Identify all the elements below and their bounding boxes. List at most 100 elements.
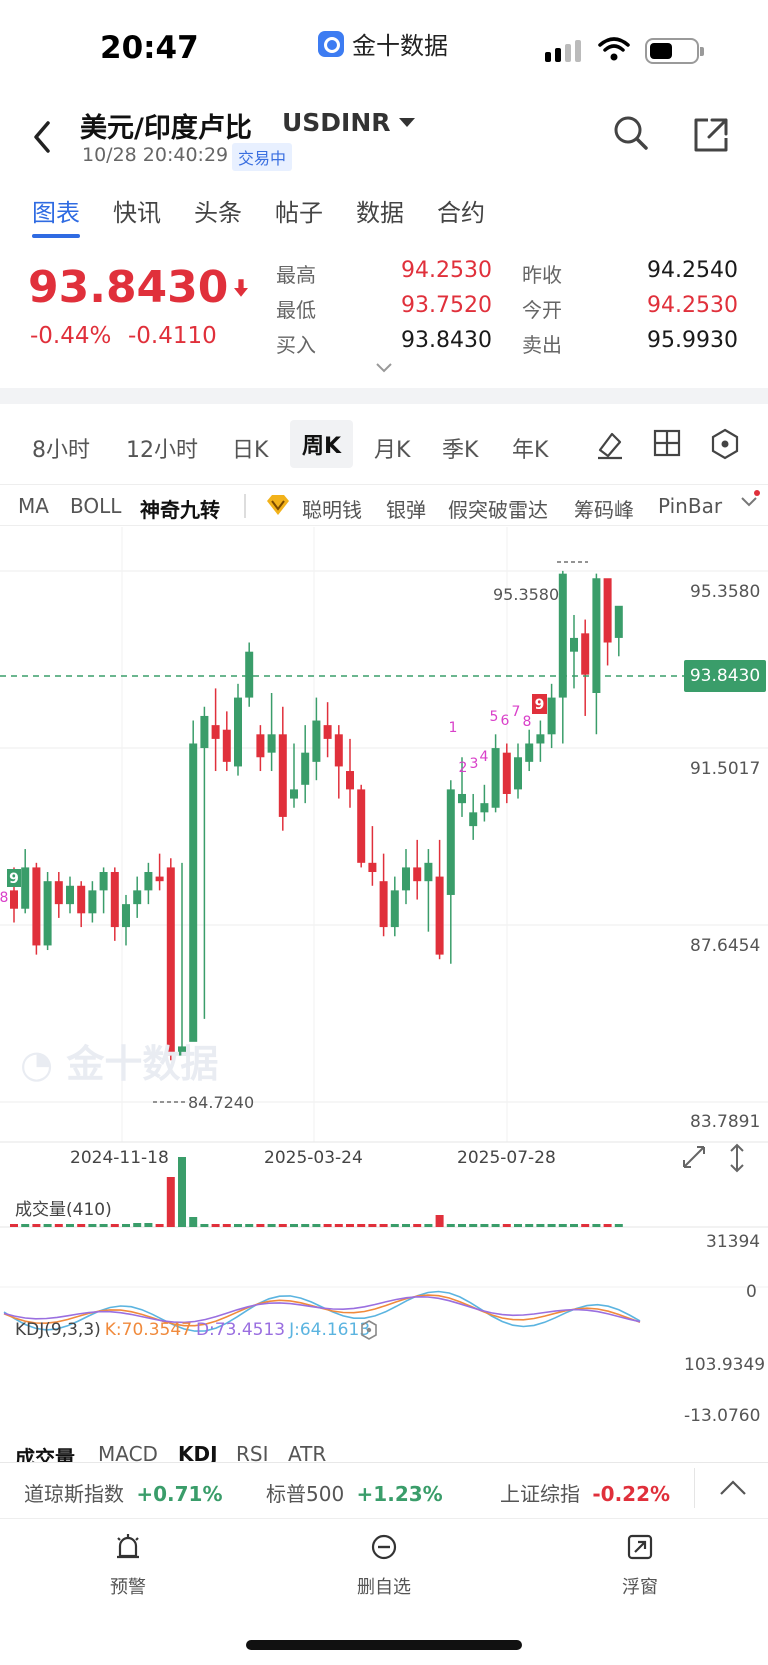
period-yearly[interactable]: 年K (512, 438, 549, 463)
candle-body (480, 803, 489, 813)
fullscreen-icon[interactable] (680, 1143, 708, 1171)
period-8h[interactable]: 8小时 (32, 438, 90, 463)
candle-body (88, 890, 97, 914)
ticker-shanghai[interactable]: 上证综指 -0.22% (500, 1478, 670, 1507)
draw-tool-icon[interactable] (594, 428, 626, 460)
bid-label: 买入 (276, 333, 316, 357)
home-indicator (246, 1640, 522, 1650)
volume-bar (547, 1224, 556, 1227)
volume-bar (458, 1224, 466, 1227)
candle-body (312, 720, 321, 762)
volume-bar (379, 1224, 388, 1227)
float-window-icon (627, 1534, 653, 1560)
tab-flash[interactable]: 快讯 (113, 199, 161, 227)
kdj-settings-icon[interactable] (360, 1320, 378, 1340)
volume-bar (43, 1224, 52, 1227)
layout-grid-icon[interactable] (652, 428, 682, 458)
kdj-legend: KDJ(9,3,3) K:70.3547 D:73.4513 J:64.1613 (15, 1320, 370, 1340)
nav-alert[interactable]: 预警 (68, 1532, 188, 1599)
candle-body (502, 752, 511, 794)
indicator-bar (0, 484, 768, 526)
candle-body (603, 578, 612, 643)
volume-bar (267, 1224, 276, 1227)
open-label: 今开 (522, 298, 562, 322)
indicator-pinbar[interactable]: PinBar (658, 494, 723, 518)
back-arrow-icon[interactable] (28, 117, 58, 157)
tab-contract[interactable]: 合约 (437, 199, 485, 227)
ticker-dow[interactable]: 道琼斯指数 +0.71% (24, 1478, 223, 1507)
settings-hex-icon[interactable] (710, 428, 740, 460)
change-percent: -0.44% (30, 323, 112, 349)
td-count-label: 8 (0, 890, 8, 906)
volume-bar (558, 1224, 567, 1227)
prev-close-label: 昨收 (522, 263, 562, 287)
remove-watchlist-icon (371, 1534, 397, 1560)
candle-body (155, 876, 164, 882)
indicator-smart-money[interactable]: 聪明钱 (302, 498, 362, 522)
index-ticker-bar[interactable] (0, 1462, 768, 1518)
search-icon[interactable] (612, 114, 650, 152)
candle-body (43, 881, 52, 946)
td-count-label: 6 (501, 713, 510, 729)
period-weekly[interactable]: 周K (290, 420, 354, 468)
period-12h[interactable]: 12小时 (126, 438, 198, 463)
share-icon[interactable] (692, 116, 730, 154)
candle-body (525, 743, 534, 762)
volume-bar (346, 1224, 354, 1227)
volume-bar (166, 1177, 175, 1227)
ticker-sp500-name: 标普500 (266, 1482, 345, 1506)
chevron-up-icon[interactable] (718, 1478, 748, 1498)
ticker-shanghai-name: 上证综指 (500, 1482, 580, 1506)
period-daily[interactable]: 日K (232, 438, 269, 463)
period-monthly[interactable]: 月K (374, 438, 411, 463)
volume-bar (424, 1224, 433, 1227)
volume-bar (357, 1224, 366, 1227)
tab-chart[interactable]: 图表 (32, 193, 80, 238)
tab-posts[interactable]: 帖子 (275, 199, 323, 227)
nav-remove-watchlist-label: 删自选 (357, 1577, 411, 1598)
candle-body (357, 789, 366, 863)
volume-bar (21, 1224, 30, 1227)
volume-bar (480, 1224, 489, 1227)
nav-float-window-label: 浮窗 (622, 1577, 658, 1598)
candle-body (446, 789, 455, 895)
candle-body (54, 881, 63, 905)
ticker-sp500-value: +1.23% (356, 1482, 443, 1506)
tab-headlines[interactable]: 头条 (194, 199, 242, 227)
candle-body (245, 651, 254, 698)
symbol-selector[interactable]: USDINR (282, 108, 415, 137)
volume-bar (502, 1224, 511, 1227)
candle-body (133, 890, 142, 905)
expand-chevron-icon[interactable] (375, 362, 393, 374)
status-app-indicator[interactable]: 金十数据 (318, 26, 448, 61)
vertical-scale-icon[interactable] (728, 1143, 746, 1173)
more-indicators-chevron-icon[interactable] (738, 490, 760, 512)
volume-bar (312, 1224, 321, 1227)
indicator-chip-peak[interactable]: 筹码峰 (574, 498, 634, 522)
down-arrow-icon (234, 278, 249, 297)
volume-bar (614, 1224, 623, 1227)
page-title: 美元/印度卢比 (80, 113, 252, 144)
volume-bar (491, 1224, 500, 1227)
td-count-label: 7 (512, 704, 521, 720)
tab-data[interactable]: 数据 (356, 199, 404, 227)
kdj-j-value: J:64.1613 (289, 1320, 371, 1340)
indicator-td9[interactable]: 神奇九转 (140, 498, 220, 522)
nav-float-window[interactable]: 浮窗 (580, 1532, 700, 1599)
nav-remove-watchlist[interactable]: 删自选 (324, 1532, 444, 1599)
td-count-label: 5 (490, 709, 499, 725)
indicator-silver-bullet[interactable]: 银弹 (386, 498, 426, 522)
volume-bar (390, 1224, 399, 1227)
indicator-fake-breakout[interactable]: 假突破雷达 (448, 498, 548, 522)
volume-bar (334, 1224, 343, 1227)
candle-body (536, 734, 545, 744)
indicator-ma[interactable]: MA (18, 494, 49, 518)
ticker-sp500[interactable]: 标普500 +1.23% (266, 1478, 443, 1507)
indicator-boll[interactable]: BOLL (70, 494, 122, 518)
volume-bar (144, 1223, 153, 1227)
diamond-vip-icon (267, 495, 289, 515)
candle-body (346, 771, 354, 790)
td-count-label: 2 (459, 760, 468, 776)
period-quarterly[interactable]: 季K (442, 438, 479, 463)
